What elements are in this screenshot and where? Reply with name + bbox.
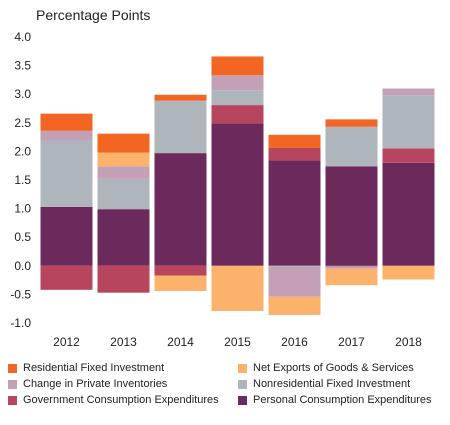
x-tick-label: 2015 xyxy=(224,335,251,349)
x-axis: 2012 2013 2014 2015 2016 2017 2018 xyxy=(53,335,422,349)
bar-segment xyxy=(382,88,435,96)
y-tick-label: 0.5 xyxy=(14,230,31,244)
bar-segment xyxy=(268,134,321,148)
legend-label: Net Exports of Goods & Services xyxy=(253,362,414,374)
bar-segment xyxy=(211,90,264,106)
bar-segment xyxy=(211,75,264,91)
bar-segment xyxy=(211,123,264,266)
bar-segment xyxy=(268,266,321,297)
stacked-bar-chart: Percentage Points 4.0 3.5 3.0 2.5 2.0 1.5 1.0 0… xyxy=(10,7,435,349)
bar-segment xyxy=(268,160,321,266)
bar-segment xyxy=(268,296,321,315)
legend-swatch xyxy=(238,395,247,405)
bar-segment xyxy=(40,130,93,141)
bar-segment xyxy=(325,166,378,266)
y-tick-label: -1.0 xyxy=(10,316,31,330)
y-tick-label: 3.0 xyxy=(14,87,31,101)
bar-segment xyxy=(325,268,378,286)
legend-item: Change in Private Inventories xyxy=(8,378,238,390)
legend-label: Nonresidential Fixed Investment xyxy=(253,378,411,390)
bar-segment xyxy=(154,275,207,291)
legend-label: Residential Fixed Investment xyxy=(23,362,165,374)
chart-title: Percentage Points xyxy=(36,7,150,23)
bar-segment xyxy=(325,126,378,167)
bar-segment xyxy=(211,56,264,76)
legend-label: Change in Private Inventories xyxy=(23,378,168,390)
bar-segment xyxy=(268,147,321,161)
bar-segment xyxy=(154,101,207,154)
legend: Residential Fixed Investment Net Exports … xyxy=(8,362,448,406)
bar-segment xyxy=(97,166,150,179)
y-tick-label: 2.5 xyxy=(14,116,31,130)
legend-swatch xyxy=(8,395,17,405)
legend-label: Government Consumption Expenditures xyxy=(23,394,219,406)
bar-segment xyxy=(97,133,150,153)
legend-item: Residential Fixed Investment xyxy=(8,362,238,374)
legend-item: Personal Consumption Expenditures xyxy=(238,394,448,406)
bar-segment xyxy=(382,162,435,266)
legend-swatch xyxy=(238,379,247,389)
bar-segment xyxy=(211,105,264,124)
legend-item: Nonresidential Fixed Investment xyxy=(238,378,448,390)
bar-segment xyxy=(154,265,207,276)
x-tick-label: 2014 xyxy=(167,335,194,349)
bar-segment xyxy=(154,94,207,101)
y-tick-label: -0.5 xyxy=(10,287,31,301)
bar-segment xyxy=(97,265,150,293)
legend-swatch xyxy=(8,363,17,373)
x-tick-label: 2012 xyxy=(53,335,80,349)
bar-segment xyxy=(325,265,378,267)
bar-segment xyxy=(97,209,150,266)
x-tick-label: 2017 xyxy=(338,335,365,349)
bar-segment xyxy=(154,100,207,102)
legend-item: Net Exports of Goods & Services xyxy=(238,362,448,374)
bar-segment xyxy=(211,265,264,311)
x-tick-label: 2016 xyxy=(281,335,308,349)
bar-segment xyxy=(40,265,93,290)
bar-segment xyxy=(268,265,321,267)
legend-swatch xyxy=(8,379,17,389)
x-tick-label: 2018 xyxy=(395,335,422,349)
y-tick-label: 2.0 xyxy=(14,144,31,158)
x-tick-label: 2013 xyxy=(110,335,137,349)
y-tick-label: 3.5 xyxy=(14,59,31,73)
legend-label: Personal Consumption Expenditures xyxy=(253,394,432,406)
legend-item: Government Consumption Expenditures xyxy=(8,394,238,406)
y-axis: 4.0 3.5 3.0 2.5 2.0 1.5 1.0 0.5 0.0 -0.5 -1.0 xyxy=(10,30,31,330)
y-tick-label: 4.0 xyxy=(14,30,31,44)
bar-segment xyxy=(40,113,93,131)
bar-segment xyxy=(40,206,93,266)
y-tick-label: 0.0 xyxy=(14,259,31,273)
bars xyxy=(40,56,435,315)
bar-segment xyxy=(40,140,93,207)
bar-segment xyxy=(382,95,435,149)
legend-swatch xyxy=(238,363,247,373)
bar-segment xyxy=(154,153,207,266)
bar-segment xyxy=(325,266,378,269)
bar-segment xyxy=(382,148,435,163)
bar-segment xyxy=(325,119,378,127)
bar-segment xyxy=(97,178,150,210)
y-tick-label: 1.5 xyxy=(14,173,31,187)
bar-segment xyxy=(97,152,150,167)
y-tick-label: 1.0 xyxy=(14,202,31,216)
bar-segment xyxy=(382,265,435,280)
